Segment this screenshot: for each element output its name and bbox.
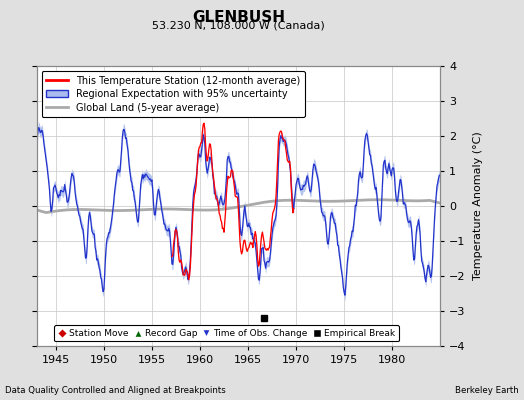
Text: Data Quality Controlled and Aligned at Breakpoints: Data Quality Controlled and Aligned at B… (5, 386, 226, 395)
Text: 53.230 N, 108.000 W (Canada): 53.230 N, 108.000 W (Canada) (152, 20, 325, 30)
Legend: Station Move, Record Gap, Time of Obs. Change, Empirical Break: Station Move, Record Gap, Time of Obs. C… (54, 325, 399, 342)
Y-axis label: Temperature Anomaly (°C): Temperature Anomaly (°C) (473, 132, 483, 280)
Text: Berkeley Earth: Berkeley Earth (455, 386, 519, 395)
Text: GLENBUSH: GLENBUSH (192, 10, 285, 25)
